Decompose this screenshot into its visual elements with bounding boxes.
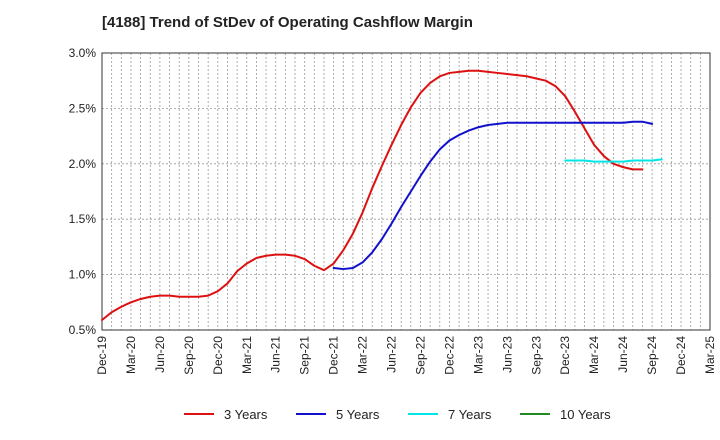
x-tick-label: Dec-21 [327, 336, 341, 375]
x-tick-label: Jun-22 [385, 336, 399, 373]
x-tick-label: Jun-23 [500, 336, 514, 373]
series-line-7-years [564, 158, 663, 163]
y-tick-label: 3.0% [69, 46, 97, 60]
legend-label: 5 Years [336, 407, 380, 422]
y-tick-label: 0.5% [69, 323, 97, 337]
plot-background [102, 53, 710, 330]
x-tick-label: Dec-23 [558, 336, 572, 375]
x-tick-label: Sep-20 [182, 336, 196, 375]
chart-title: [4188] Trend of StDev of Operating Cashf… [102, 14, 473, 31]
x-tick-label: Sep-23 [529, 336, 543, 375]
legend-label: 3 Years [224, 407, 268, 422]
series-line-5-years [332, 120, 654, 271]
x-axis-ticks: Dec-19 Mar-20 Jun-20 Sep-20 Dec-20 Mar-21 Jun-… [95, 336, 717, 375]
y-tick-label: 1.5% [69, 212, 97, 226]
x-tick-label: Mar-20 [124, 336, 138, 374]
horizontal-gridlines [102, 108, 710, 276]
legend-label: 10 Years [560, 407, 611, 422]
x-tick-label: Jun-21 [269, 336, 283, 373]
x-tick-label: Jun-24 [616, 336, 630, 373]
x-tick-label: Mar-25 [703, 336, 717, 374]
y-tick-label: 2.5% [69, 101, 97, 115]
x-tick-label: Dec-24 [674, 336, 688, 375]
y-axis-ticks: 0.5% 1.0% 1.5% 2.0% 2.5% 3.0% [69, 46, 97, 337]
x-tick-label: Sep-22 [413, 336, 427, 375]
x-tick-label: Mar-24 [587, 336, 601, 374]
x-tick-label: Mar-22 [356, 336, 370, 374]
y-tick-label: 2.0% [69, 157, 97, 171]
x-tick-label: Mar-23 [471, 336, 485, 374]
x-tick-label: Dec-20 [211, 336, 225, 375]
x-tick-label: Mar-21 [240, 336, 254, 374]
x-tick-label: Jun-20 [153, 336, 167, 373]
legend: 3 Years 5 Years 7 Years 10 Years [184, 407, 611, 422]
series-line-3-years [101, 69, 644, 322]
legend-label: 7 Years [448, 407, 492, 422]
x-tick-label: Sep-24 [645, 336, 659, 375]
y-tick-label: 1.0% [69, 268, 97, 282]
series-lines [101, 69, 663, 322]
x-tick-label: Dec-19 [95, 336, 109, 375]
plot-border [101, 52, 711, 331]
x-tick-label: Dec-22 [442, 336, 456, 375]
x-tick-label: Sep-21 [298, 336, 312, 375]
